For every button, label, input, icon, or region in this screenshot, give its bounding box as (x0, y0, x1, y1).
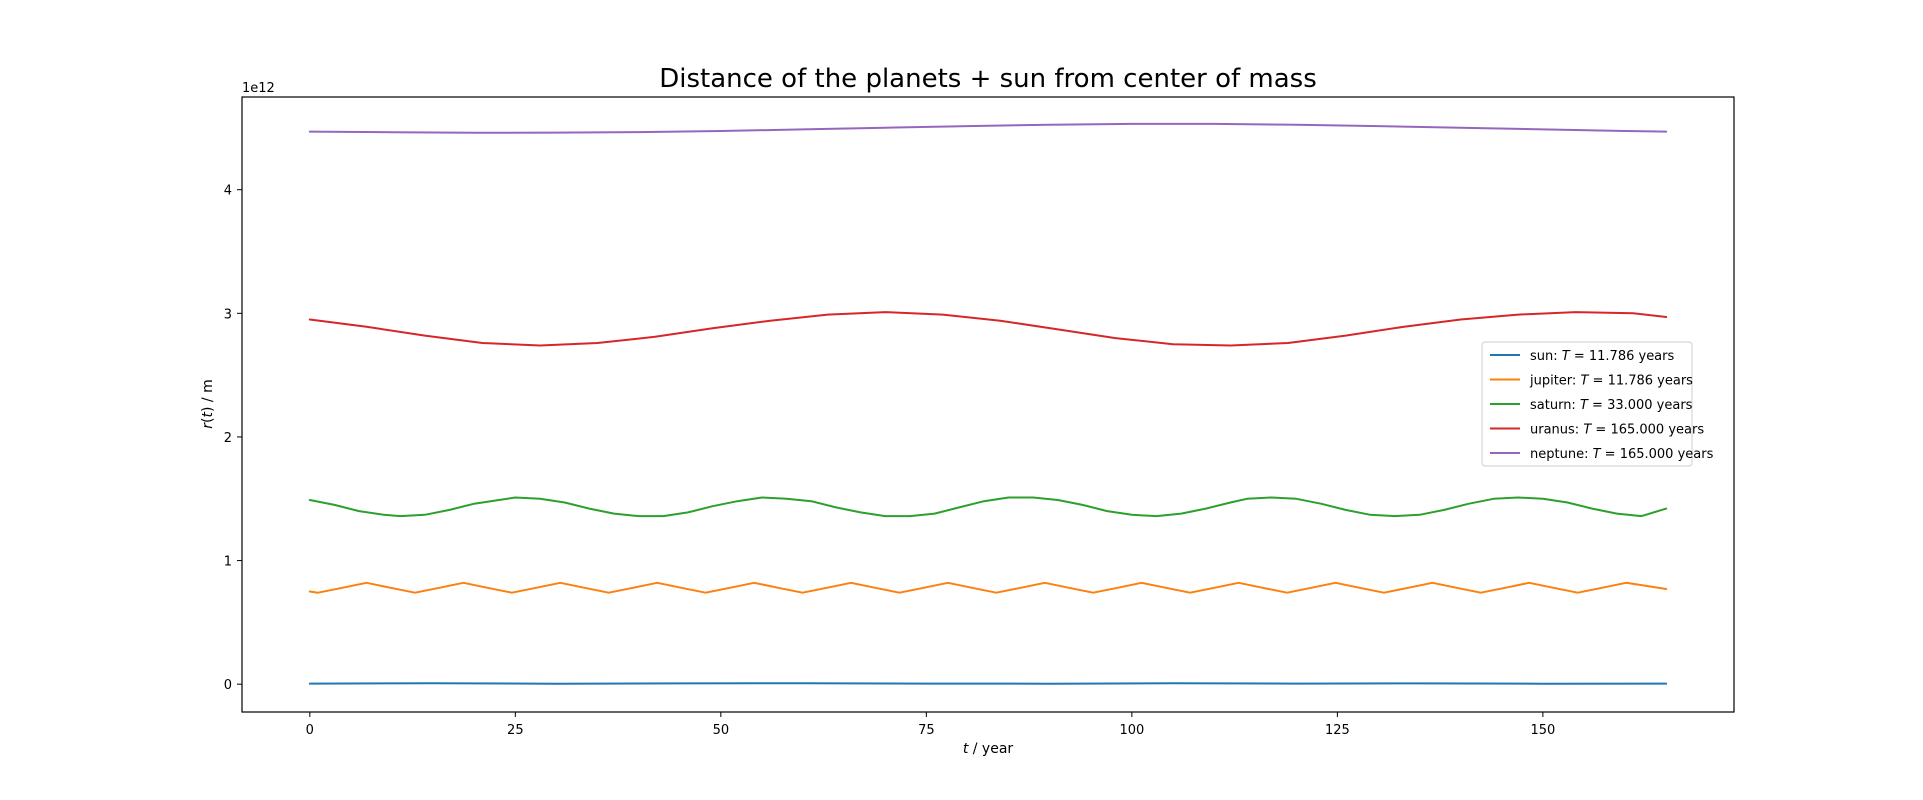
x-tick-label: 25 (507, 723, 524, 738)
y-tick-label: 4 (224, 184, 232, 199)
y-axis-ticks: 0 1 2 3 4 (224, 184, 242, 693)
series-line-neptune (308, 122, 1668, 134)
x-tick-label: 100 (1119, 723, 1144, 738)
legend-label: neptune: T = 165.000 years (1530, 447, 1714, 462)
legend-label: sun: T = 11.786 years (1530, 349, 1674, 364)
y-offset-label: 1e12 (242, 81, 275, 96)
x-tick-label: 50 (713, 723, 730, 738)
x-tick-label: 75 (918, 723, 935, 738)
x-tick-label: 125 (1325, 723, 1350, 738)
x-tick-label: 0 (306, 723, 314, 738)
series-line-saturn (308, 496, 1668, 518)
y-tick-label: 0 (224, 678, 232, 693)
legend-box (1481, 341, 1693, 467)
x-axis-ticks: 0 25 50 75 100 125 150 (306, 712, 1555, 738)
series-line-jupiter (308, 581, 1668, 594)
y-tick-label: 2 (224, 431, 232, 446)
plot-frame (241, 96, 1735, 713)
legend-label: jupiter: T = 11.786 years (1529, 374, 1693, 389)
legend-label: uranus: T = 165.000 years (1530, 423, 1704, 438)
y-axis-label: r(t) / m (200, 379, 216, 428)
y-tick-label: 3 (224, 307, 232, 322)
y-tick-label: 1 (224, 555, 232, 570)
legend-label: saturn: T = 33.000 years (1530, 398, 1693, 413)
x-tick-label: 150 (1530, 723, 1555, 738)
legend: sun: T = 11.786 years jupiter: T = 11.786… (1481, 341, 1714, 467)
chart-title: Distance of the planets + sun from cente… (659, 64, 1317, 94)
series-line-uranus (308, 311, 1668, 347)
x-axis-label: t / year (963, 741, 1014, 757)
series-line-sun (308, 682, 1668, 685)
series-layer (308, 122, 1668, 685)
